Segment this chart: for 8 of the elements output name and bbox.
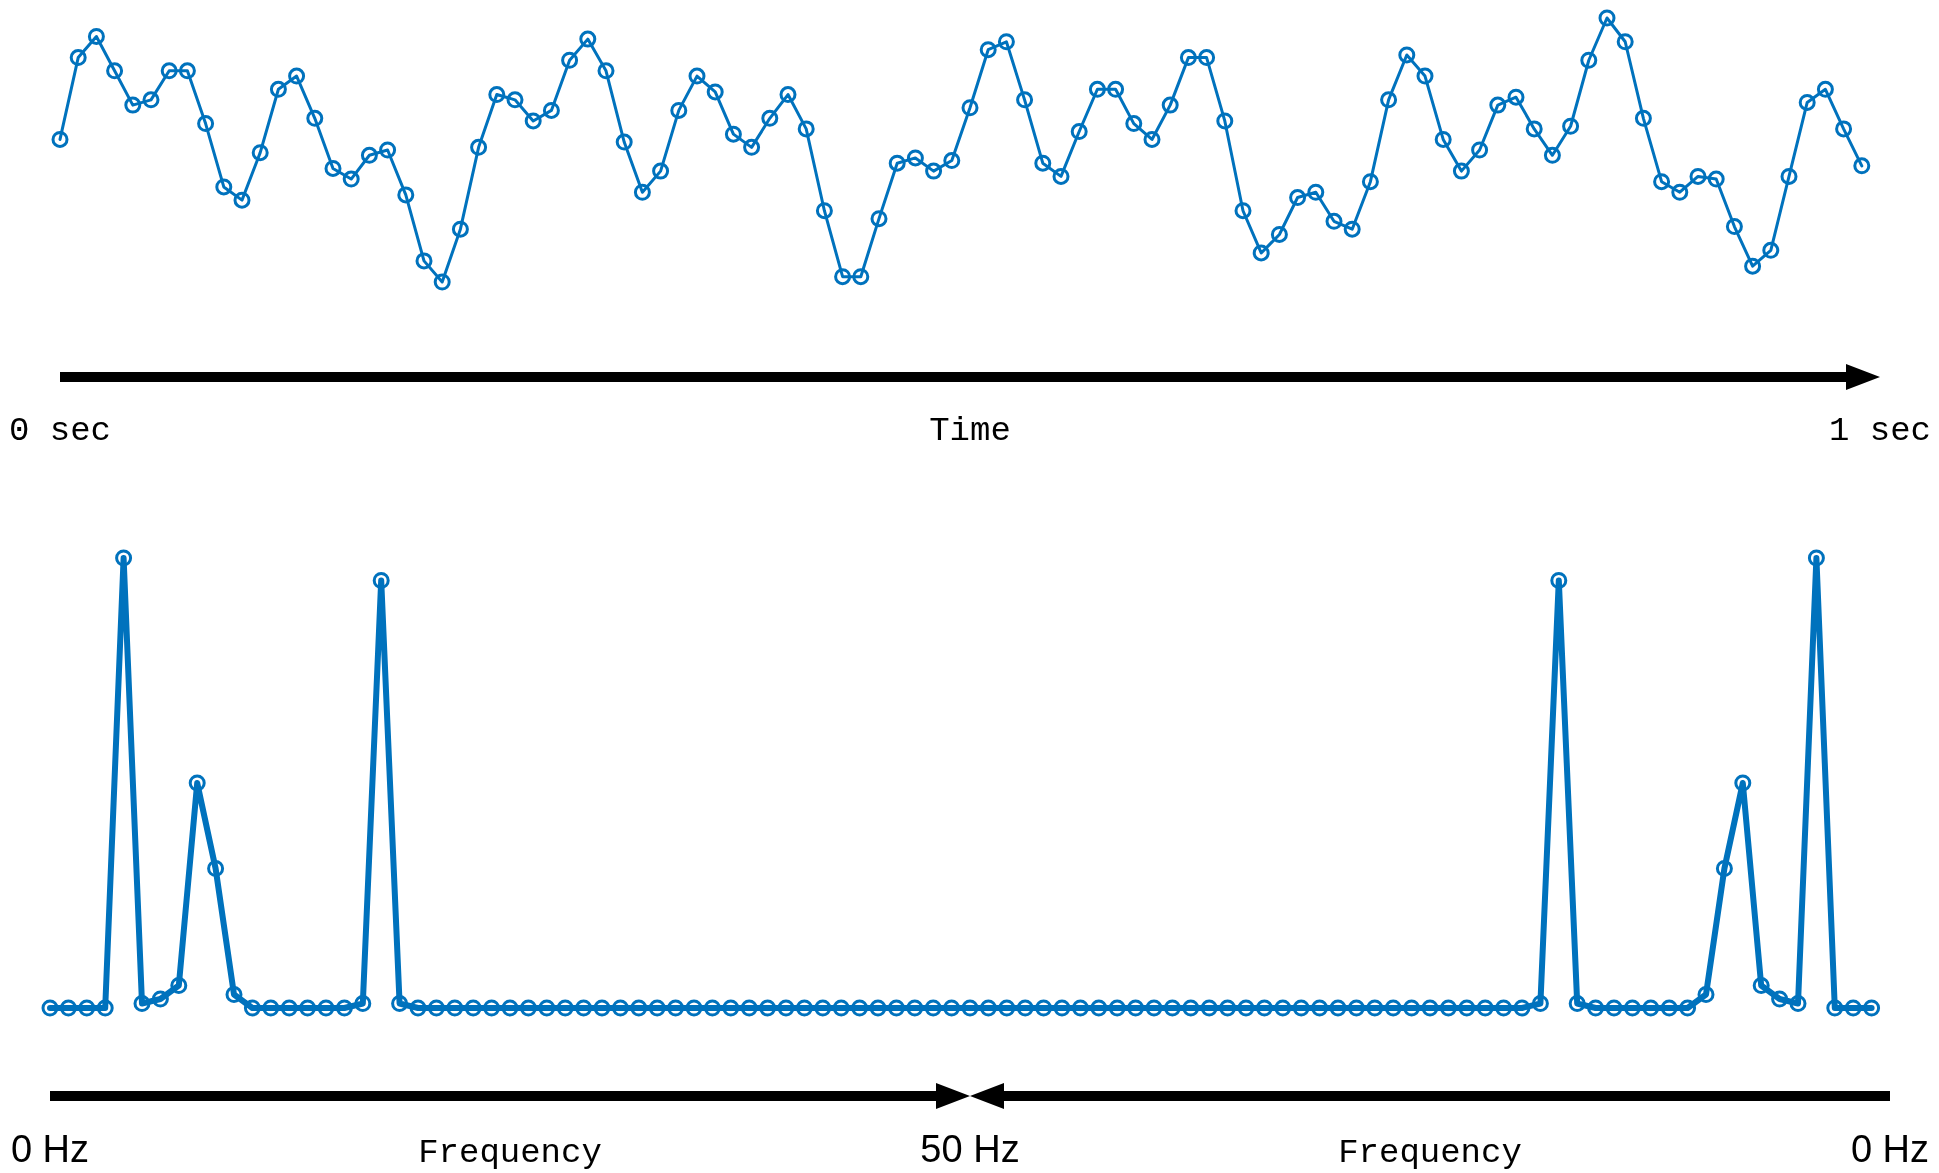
text: Frequency: [418, 1134, 602, 1172]
x-tick-label: 0 sec: [8, 412, 112, 450]
x-axis-title: Time: [929, 412, 1011, 450]
text: Frequency: [1338, 1134, 1522, 1172]
text: 0 Hz: [1850, 1128, 1930, 1170]
text: 50 Hz: [920, 1128, 1020, 1170]
x-tick-label: 1 sec: [1828, 412, 1932, 450]
text: 0 Hz: [10, 1128, 90, 1170]
